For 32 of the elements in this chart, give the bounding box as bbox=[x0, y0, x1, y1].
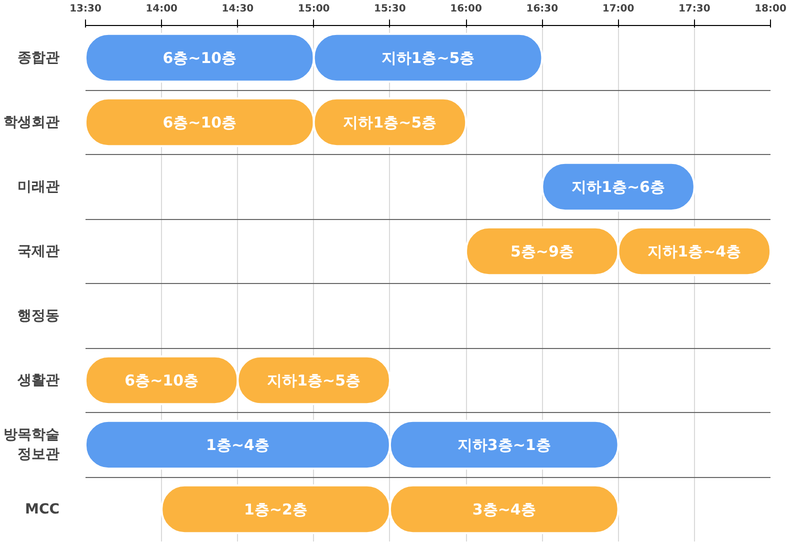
annotation: 지하1층~5층 bbox=[381, 48, 475, 67]
annotation: 5층~9층 bbox=[510, 242, 574, 260]
y-tick-label: 방목학술 정보관 bbox=[4, 427, 60, 462]
x-tick-label: 14:30 bbox=[222, 4, 254, 14]
x-tick-label: 13:30 bbox=[70, 4, 102, 14]
annotation: 1층~4층 bbox=[206, 436, 270, 454]
annotation: 1층~2층 bbox=[244, 500, 308, 518]
y-tick-label: 학생회관 bbox=[4, 114, 60, 130]
annotation: 6층~10층 bbox=[124, 371, 199, 390]
annotation: 3층~4층 bbox=[472, 500, 536, 518]
bar bbox=[541, 162, 696, 212]
annotation: 지하1층~5층 bbox=[343, 113, 437, 132]
x-tick-label: 15:30 bbox=[374, 4, 406, 14]
x-tick-label: 14:00 bbox=[146, 4, 178, 14]
annotation: 6층~10층 bbox=[162, 48, 237, 67]
annotation: 6층~10층 bbox=[162, 113, 237, 132]
annotation: 지하1층~6층 bbox=[572, 178, 666, 196]
y-tick-label: 종합관 bbox=[18, 50, 60, 66]
y-tick-label: 미래관 bbox=[18, 178, 60, 195]
x-tick-label: 16:30 bbox=[526, 4, 558, 14]
x-tick-label: 15:00 bbox=[298, 4, 330, 14]
y-tick-label: MCC bbox=[25, 501, 60, 518]
x-tick-label: 17:30 bbox=[678, 4, 710, 14]
x-tick-label: 16:00 bbox=[450, 4, 482, 14]
annotation: 지하3층~1층 bbox=[457, 436, 551, 454]
y-tick-label: 행정동 bbox=[18, 308, 60, 324]
x-tick-label: 17:00 bbox=[602, 4, 634, 14]
y-tick-label: 국제관 bbox=[18, 243, 60, 260]
x-tick-label: 18:00 bbox=[754, 4, 786, 14]
annotation: 지하1층~4층 bbox=[648, 242, 742, 260]
y-tick-label: 생활관 bbox=[16, 372, 60, 388]
annotation: 지하1층~5층 bbox=[267, 371, 361, 390]
